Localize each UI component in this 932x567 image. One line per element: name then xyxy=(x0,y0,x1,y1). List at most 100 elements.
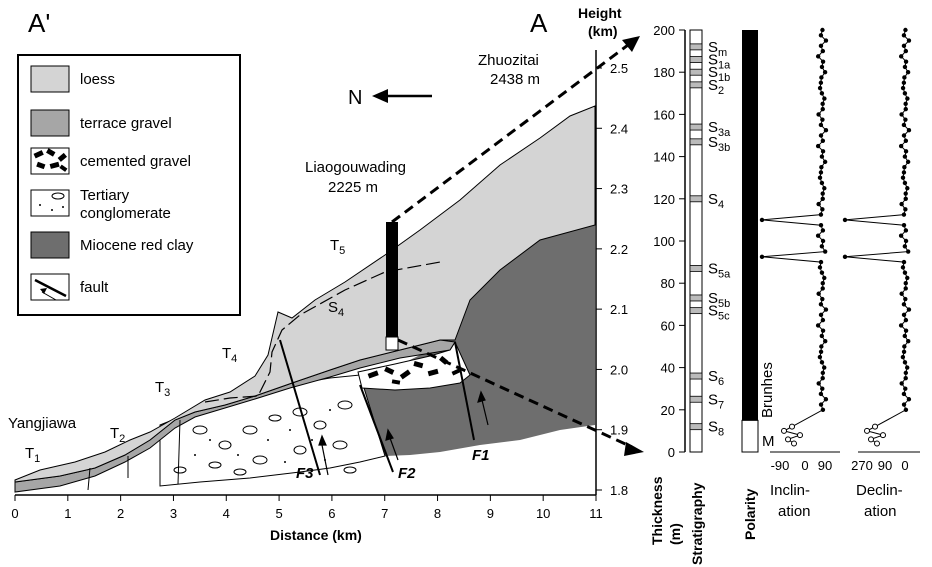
normal-polarity-sample xyxy=(905,186,910,191)
paleosol-unit xyxy=(689,307,703,315)
legend-label-terrace-gravel: terrace gravel xyxy=(80,115,172,132)
normal-polarity-sample xyxy=(819,270,825,275)
normal-polarity-sample xyxy=(902,360,908,365)
normal-polarity-sample xyxy=(842,254,848,260)
normal-polarity-sample xyxy=(902,164,907,170)
normal-polarity-sample xyxy=(902,64,908,70)
legend-label-cemented-gravel: cemented gravel xyxy=(80,153,191,170)
height-tick-label: 2.5 xyxy=(610,61,628,76)
s4-label: S4 xyxy=(328,299,344,319)
cross-section-axes: 0 1 2 3 4 5 6 7 8 9 10 11 1.8 1.9 2.0 2.1 2.2 2.3 2.4 2.5 xyxy=(11,50,628,521)
height-tick-label: 2.0 xyxy=(610,362,628,377)
normal-polarity-sample xyxy=(823,307,829,312)
normal-polarity-sample xyxy=(820,375,825,381)
reversed-polarity-sample xyxy=(791,440,797,447)
terrace-risers xyxy=(87,419,181,491)
paleosol-label: S6 xyxy=(708,368,724,388)
normal-polarity-sample xyxy=(905,249,911,254)
thickness-axis: 0 20 40 60 80 100 120 140 160 180 200 xyxy=(653,23,686,460)
normal-polarity-sample xyxy=(903,228,909,233)
paleosol-unit xyxy=(689,294,703,302)
reversed-polarity-sample xyxy=(781,427,787,434)
reversed-polarity-sample xyxy=(868,436,874,443)
normal-polarity-sample xyxy=(903,106,908,112)
normal-polarity-sample xyxy=(815,323,821,328)
normal-polarity-sample xyxy=(820,59,826,64)
normal-polarity-sample xyxy=(818,259,824,265)
normal-polarity-sample xyxy=(903,328,909,333)
normal-polarity-sample xyxy=(902,344,907,349)
normal-polarity-sample xyxy=(823,397,829,402)
terrace-label: T5 xyxy=(330,237,345,257)
normal-polarity-sample xyxy=(905,275,910,281)
normal-polarity-sample xyxy=(818,122,824,128)
liaogouwading-name: Liaogouwading xyxy=(305,159,406,176)
normal-polarity-sample xyxy=(822,275,827,281)
reversed-polarity-sample xyxy=(874,440,880,447)
normal-polarity-sample xyxy=(822,365,827,370)
normal-polarity-sample xyxy=(901,302,907,307)
normal-polarity-sample xyxy=(818,33,824,38)
normal-polarity-sample xyxy=(816,381,821,386)
cross-section xyxy=(14,36,644,493)
paleosol-label: S1b xyxy=(708,64,730,84)
normal-polarity-sample xyxy=(818,222,824,228)
inclination-tick-label: -90 xyxy=(771,458,790,473)
reversed-polarity-sample xyxy=(789,423,795,430)
normal-polarity-sample xyxy=(903,138,909,143)
distance-tick-label: 0 xyxy=(11,506,18,521)
paleosol-label: S7 xyxy=(708,391,724,411)
zhuozitai-name: Zhuozitai xyxy=(478,52,539,69)
normal-polarity-sample xyxy=(903,407,909,412)
normal-polarity-sample xyxy=(903,386,908,391)
normal-polarity-sample xyxy=(902,75,907,80)
normal-polarity-sample xyxy=(901,222,907,228)
normal-polarity-sample xyxy=(818,312,824,318)
normal-polarity-sample xyxy=(898,54,904,59)
fault-label-f2: F2 xyxy=(398,465,416,482)
thickness-tick-label: 20 xyxy=(661,403,675,418)
distance-tick-label: 7 xyxy=(381,506,388,521)
normal-polarity-sample xyxy=(903,286,908,291)
normal-polarity-sample xyxy=(900,354,906,360)
normal-polarity-sample xyxy=(901,402,907,407)
normal-polarity-sample xyxy=(903,59,909,64)
normal-polarity-sample xyxy=(820,228,826,233)
paleosol-label: S1a xyxy=(708,52,731,72)
yangjiawa-label: Yangjiawa xyxy=(8,415,77,432)
inclination-tick-label: 90 xyxy=(818,458,832,473)
normal-polarity-sample xyxy=(901,349,907,354)
fault-label-f1: F1 xyxy=(472,447,490,464)
height-tick-label: 2.1 xyxy=(610,302,628,317)
normal-polarity-sample xyxy=(819,244,825,249)
distance-tick-label: 8 xyxy=(434,506,441,521)
normal-polarity-sample xyxy=(815,54,821,59)
inclination-tick-label: 0 xyxy=(801,458,808,473)
conglomerate-pebbles xyxy=(173,400,357,476)
fault-label-f3: F3 xyxy=(296,465,314,482)
normal-polarity-sample xyxy=(901,259,907,265)
normal-polarity-sample xyxy=(903,296,908,302)
thickness-tick-label: 80 xyxy=(661,276,675,291)
normal-polarity-sample xyxy=(903,375,908,381)
thickness-tick-label: 160 xyxy=(653,107,675,122)
paleosol-unit xyxy=(689,423,703,431)
normal-polarity-sample xyxy=(822,70,828,75)
thickness-tick-label: 140 xyxy=(653,150,675,165)
zhuozitai-height: 2438 m xyxy=(490,71,540,88)
normal-polarity-sample xyxy=(901,133,907,138)
distance-tick-label: 9 xyxy=(487,506,494,521)
polarity-matuyama-bar xyxy=(741,419,759,453)
normal-polarity-sample xyxy=(759,254,765,260)
legend-label-fault: fault xyxy=(80,279,109,296)
normal-polarity-sample xyxy=(819,75,824,80)
normal-polarity-sample xyxy=(903,207,908,212)
normal-polarity-sample xyxy=(819,344,824,349)
normal-polarity-sample xyxy=(902,244,908,249)
normal-polarity-sample xyxy=(905,159,911,165)
height-tick-label: 2.4 xyxy=(610,121,628,136)
pointer-lines xyxy=(391,40,633,449)
legend-swatch-terrace-gravel xyxy=(30,109,70,137)
distance-tick-label: 2 xyxy=(117,506,124,521)
s4-dashed-line xyxy=(204,261,441,403)
